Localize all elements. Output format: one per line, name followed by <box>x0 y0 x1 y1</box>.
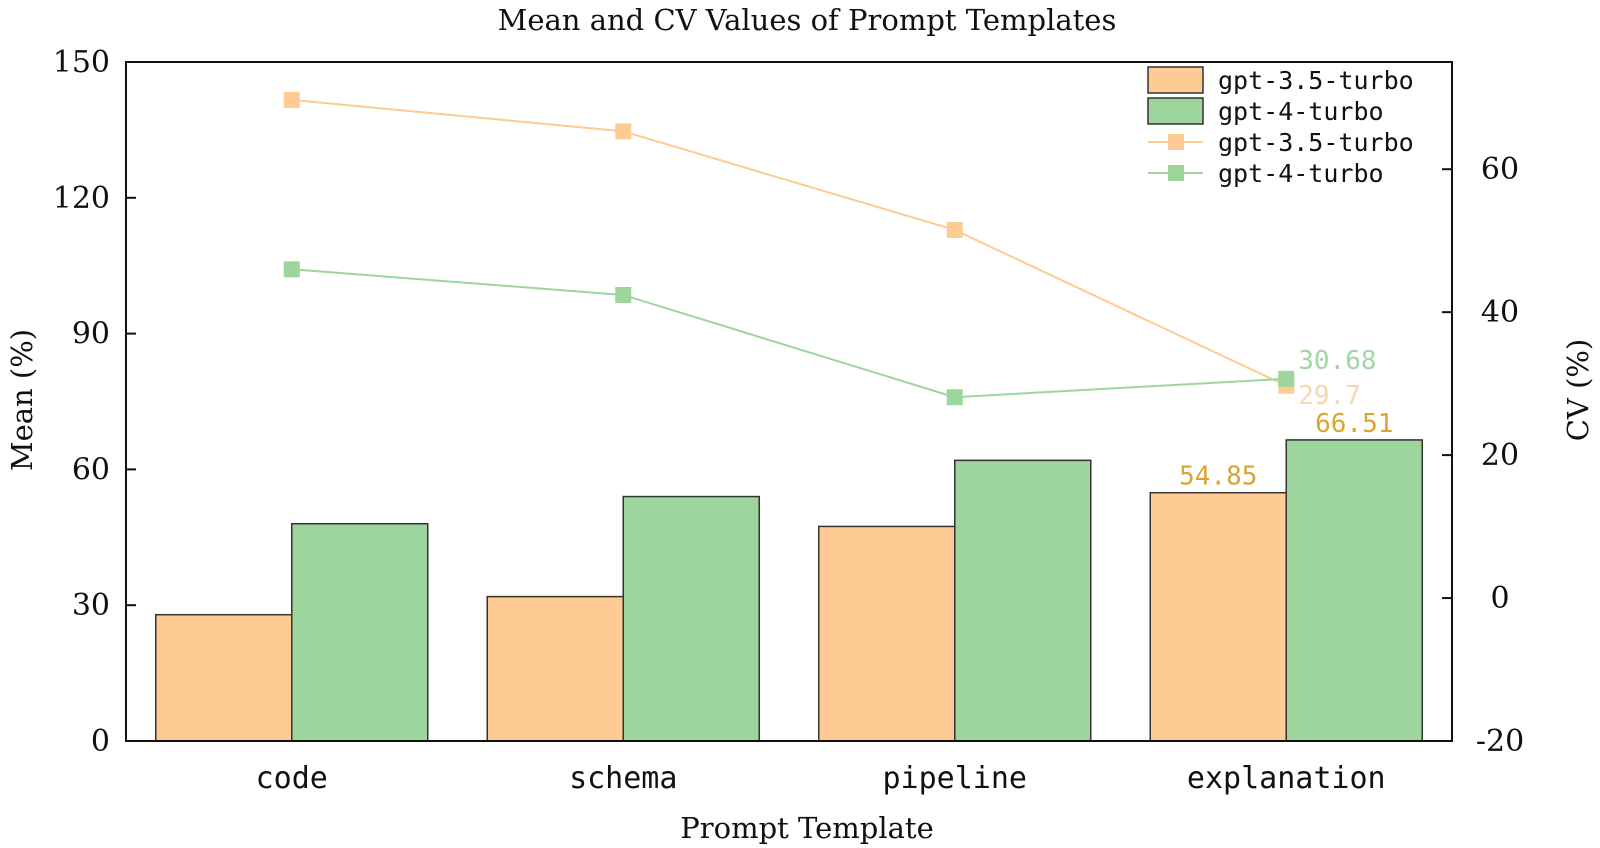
x-tick-label: schema <box>569 761 677 796</box>
y-tick-label: 30 <box>72 588 110 623</box>
legend-swatch-marker <box>1168 134 1184 150</box>
x-tick-label: pipeline <box>883 761 1028 796</box>
marker-gpt-3.5-turbo-schema <box>615 123 632 140</box>
x-tick-label: code <box>256 761 328 796</box>
bar-gpt-4-turbo-explanation <box>1285 439 1423 742</box>
marker-gpt-3.5-turbo-code <box>283 91 300 108</box>
y-tick-label: 150 <box>53 45 110 80</box>
y2-tick-label: 40 <box>1481 295 1519 330</box>
bar-gpt-3.5-turbo-code <box>155 613 293 742</box>
bar-data-label: 66.51 <box>1315 409 1393 439</box>
line-data-label: 29.7 <box>1298 381 1361 411</box>
y-axis-label: Mean (%) <box>5 329 39 471</box>
legend-label: gpt-3.5-turbo <box>1218 66 1414 95</box>
chart-title: Mean and CV Values of Prompt Templates <box>498 3 1117 37</box>
bar-gpt-3.5-turbo-explanation <box>1149 491 1287 742</box>
plot-frame <box>125 61 1453 742</box>
bar-gpt-4-turbo-schema <box>622 495 760 742</box>
y2-tick-label: -20 <box>1476 724 1524 759</box>
bar-gpt-3.5-turbo-schema <box>486 595 624 742</box>
line-gpt-3.5-turbo <box>291 98 1287 387</box>
legend-swatch-bar <box>1147 97 1204 125</box>
legend-label: gpt-4-turbo <box>1218 159 1384 188</box>
y-tick-label: 60 <box>72 452 110 487</box>
legend-swatch-marker <box>1168 165 1184 181</box>
axes-layer: 0 30 60 90 120 150 -20 0 20 40 60 code schema pipelin… <box>53 45 1524 796</box>
marker-gpt-4-turbo-schema <box>615 287 632 304</box>
y-tick-label: 0 <box>91 724 110 759</box>
x-tick-label: explanation <box>1187 761 1386 796</box>
bar-gpt-3.5-turbo-pipeline <box>818 525 956 742</box>
lines-layer <box>283 91 1295 406</box>
marker-gpt-4-turbo-code <box>283 261 300 278</box>
y2-tick-label: 0 <box>1490 581 1509 616</box>
labels-layer: 54.85 66.51 30.68 29.7 <box>1179 346 1393 492</box>
bar-gpt-4-turbo-code <box>291 522 429 742</box>
y2-tick-label: 60 <box>1481 152 1519 187</box>
y2-axis-label: CV (%) <box>1561 339 1595 442</box>
marker-gpt-3.5-turbo-pipeline <box>946 221 963 238</box>
bar-data-label: 54.85 <box>1179 462 1257 492</box>
y2-tick-label: 20 <box>1481 438 1519 473</box>
legend-label: gpt-3.5-turbo <box>1218 128 1414 157</box>
y-tick-label: 120 <box>53 181 110 216</box>
legend: gpt-3.5-turbogpt-4-turbogpt-3.5-turbogpt… <box>1147 66 1414 188</box>
line-data-label: 30.68 <box>1298 346 1376 376</box>
legend-swatch-bar <box>1147 66 1204 94</box>
marker-gpt-4-turbo-explanation <box>1278 370 1295 387</box>
bars-layer <box>155 439 1423 742</box>
x-axis-label: Prompt Template <box>680 811 933 845</box>
bar-gpt-4-turbo-pipeline <box>954 459 1092 742</box>
line-gpt-4-turbo <box>291 268 1287 399</box>
y-tick-label: 90 <box>72 317 110 352</box>
legend-label: gpt-4-turbo <box>1218 97 1384 126</box>
marker-gpt-4-turbo-pipeline <box>946 389 963 406</box>
